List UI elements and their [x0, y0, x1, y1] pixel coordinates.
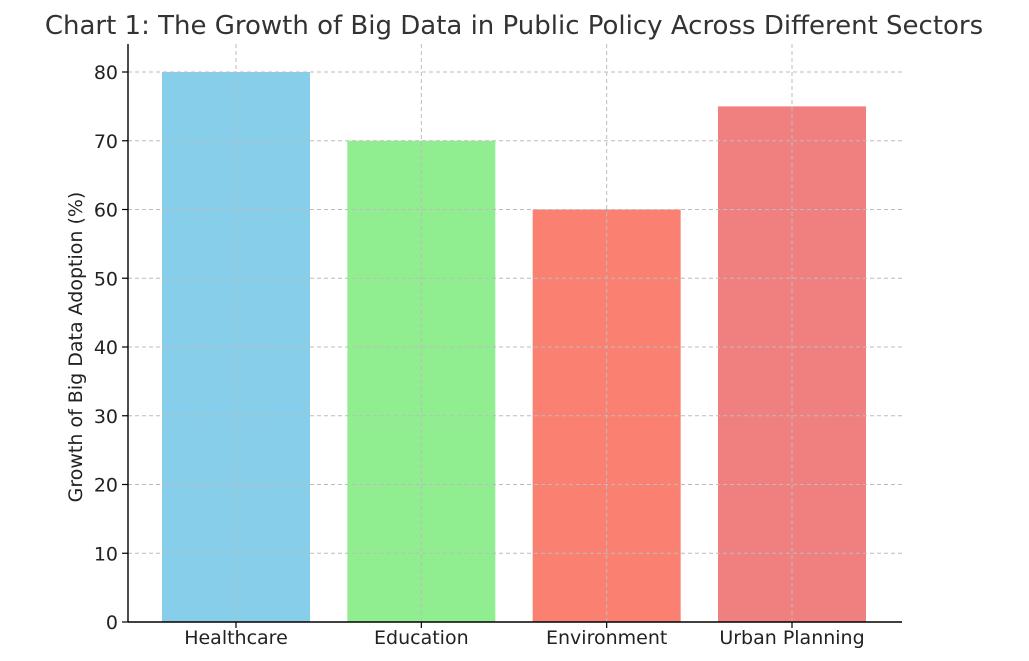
y-tick-label: 10	[94, 543, 118, 565]
x-tick-label: Urban Planning	[719, 627, 864, 649]
y-tick-label: 80	[94, 62, 118, 84]
y-ticks: 0 10 20 30 40 50 60 70 80	[94, 62, 128, 634]
x-ticks: Healthcare Education Environment Urban Plan…	[184, 622, 865, 649]
y-axis-label: Growth of Big Data Adoption (%)	[65, 192, 87, 503]
x-tick-label: Environment	[546, 627, 667, 649]
x-tick-label: Education	[374, 627, 469, 649]
y-tick-label: 70	[94, 131, 118, 153]
chart-title: Chart 1: The Growth of Big Data in Publi…	[45, 11, 983, 41]
x-tick-label: Healthcare	[184, 627, 288, 649]
y-tick-label: 0	[106, 612, 118, 634]
y-tick-label: 40	[94, 337, 118, 359]
y-tick-label: 20	[94, 475, 118, 497]
y-tick-label: 50	[94, 268, 118, 290]
y-tick-label: 30	[94, 406, 118, 428]
y-tick-label: 60	[94, 200, 118, 222]
